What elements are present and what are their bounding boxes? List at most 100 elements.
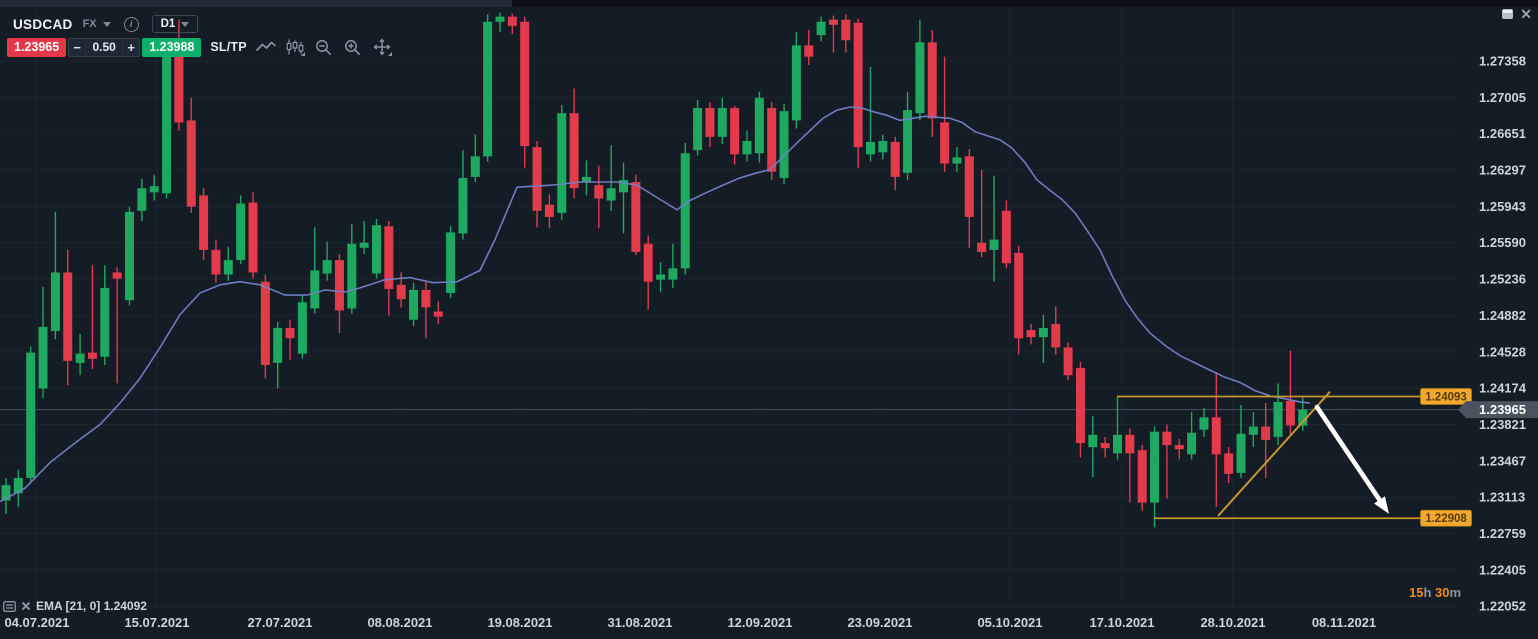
candlestick-style-icon[interactable] [285,39,305,56]
candle-body [1174,445,1184,450]
candle-body [38,326,48,389]
line-chart-icon[interactable] [255,39,276,56]
candle-body [507,16,517,26]
trendline[interactable] [1217,390,1331,517]
candle-body [211,249,221,275]
candle-body [964,156,974,217]
date-axis-label: 15.07.2021 [124,615,189,630]
ask-price-button[interactable]: 1.23988 [142,37,202,57]
chevron-down-icon[interactable] [102,21,111,27]
date-axis-label: 27.07.2021 [247,615,312,630]
close-window-icon[interactable]: ✕ [1520,6,1532,22]
candle-body [680,153,690,269]
candle-body [730,108,740,155]
candle-body [26,352,36,478]
increase-button[interactable]: + [127,39,135,55]
candle-body [433,311,443,317]
candle-body [1014,252,1024,339]
candle-body [409,289,419,320]
candle-body [520,21,530,147]
countdown-hours: 15 [1409,585,1424,600]
window-controls: ✕ [1502,6,1532,22]
price-axis-label: 1.26651 [1479,126,1526,141]
sltp-button[interactable]: SL/TP [210,40,247,54]
minimize-window-icon[interactable] [1502,9,1514,19]
price-axis-label: 1.23113 [1479,490,1525,505]
candle-body [1248,426,1258,435]
window-top-strip-left [0,0,512,7]
symbol-label: USDCAD [13,16,73,32]
candle-body [1075,368,1085,444]
candle-body [767,108,777,172]
candle-body [1261,426,1271,440]
price-axis-label: 1.25943 [1479,199,1526,214]
countdown-minutes: 30 [1435,585,1450,600]
price-axis-label: 1.25236 [1479,272,1526,287]
chevron-down-icon [181,21,190,27]
current-price-tag [1458,401,1538,419]
amount-stepper: − 0.50 + [68,37,141,57]
candle-body [606,188,616,201]
candle-body [952,157,962,164]
bid-price-button[interactable]: 1.23965 [7,37,67,57]
candle-body [347,243,357,309]
market-type-label[interactable]: FX [82,18,97,30]
candle-body [322,260,332,274]
candle-body [223,260,233,275]
candle-body [569,113,579,189]
candle-body [853,22,863,148]
candle-body [199,195,209,250]
candle-body [1298,409,1308,426]
candle-body [75,353,85,363]
candle-body [149,186,159,193]
candle-body [260,281,270,365]
candle-body [866,141,875,155]
candle-body [977,242,987,252]
candle-body [594,185,604,199]
zoom-in-icon[interactable] [343,39,363,56]
candle-body [372,225,381,274]
candle-body [495,16,505,22]
ema-line [0,106,1311,503]
indicator-legend: EMA [21, 0] 1.24092 [3,599,147,613]
pan-move-icon[interactable] [372,38,392,56]
price-axis-label: 1.25590 [1479,235,1526,250]
candle-body [989,239,999,250]
zoom-out-icon[interactable] [314,39,334,56]
candle-body [1125,434,1135,454]
candle-body [668,268,678,280]
price-axis-label: 1.23467 [1479,453,1526,468]
candle-body [705,108,715,137]
candle-body [828,19,838,25]
price-axis-label: 1.24882 [1479,308,1526,323]
candle-body [791,45,801,121]
date-axis-label: 17.10.2021 [1089,615,1154,630]
price-axis-label: 1.22759 [1479,526,1526,541]
decrease-button[interactable]: − [73,39,81,55]
indicator-settings-icon[interactable] [3,600,16,612]
amount-value[interactable]: 0.50 [85,38,124,56]
candle-body [285,327,295,339]
candle-body [248,202,258,273]
candle-body [581,176,591,183]
date-axis-label: 23.09.2021 [847,615,912,630]
remove-indicator-icon[interactable] [21,601,31,611]
timeframe-dropdown[interactable]: D1 [151,15,199,33]
countdown-minutes-unit: m [1449,585,1462,600]
candle-body [1199,417,1209,430]
candle-body [297,302,307,354]
candle-body [470,156,480,177]
arrow-annotation-shaft[interactable] [1314,404,1386,508]
candle-body [1113,434,1122,454]
candle-body [396,284,406,300]
candle-body [186,120,196,207]
candle-body [1150,431,1160,503]
candle-body [1162,431,1172,446]
info-icon[interactable]: i [123,16,139,32]
date-axis-label: 04.07.2021 [4,615,69,630]
candle-body [816,21,826,36]
date-axis-label: 19.08.2021 [487,615,552,630]
candle-body [779,111,789,178]
candle-body [162,56,172,194]
